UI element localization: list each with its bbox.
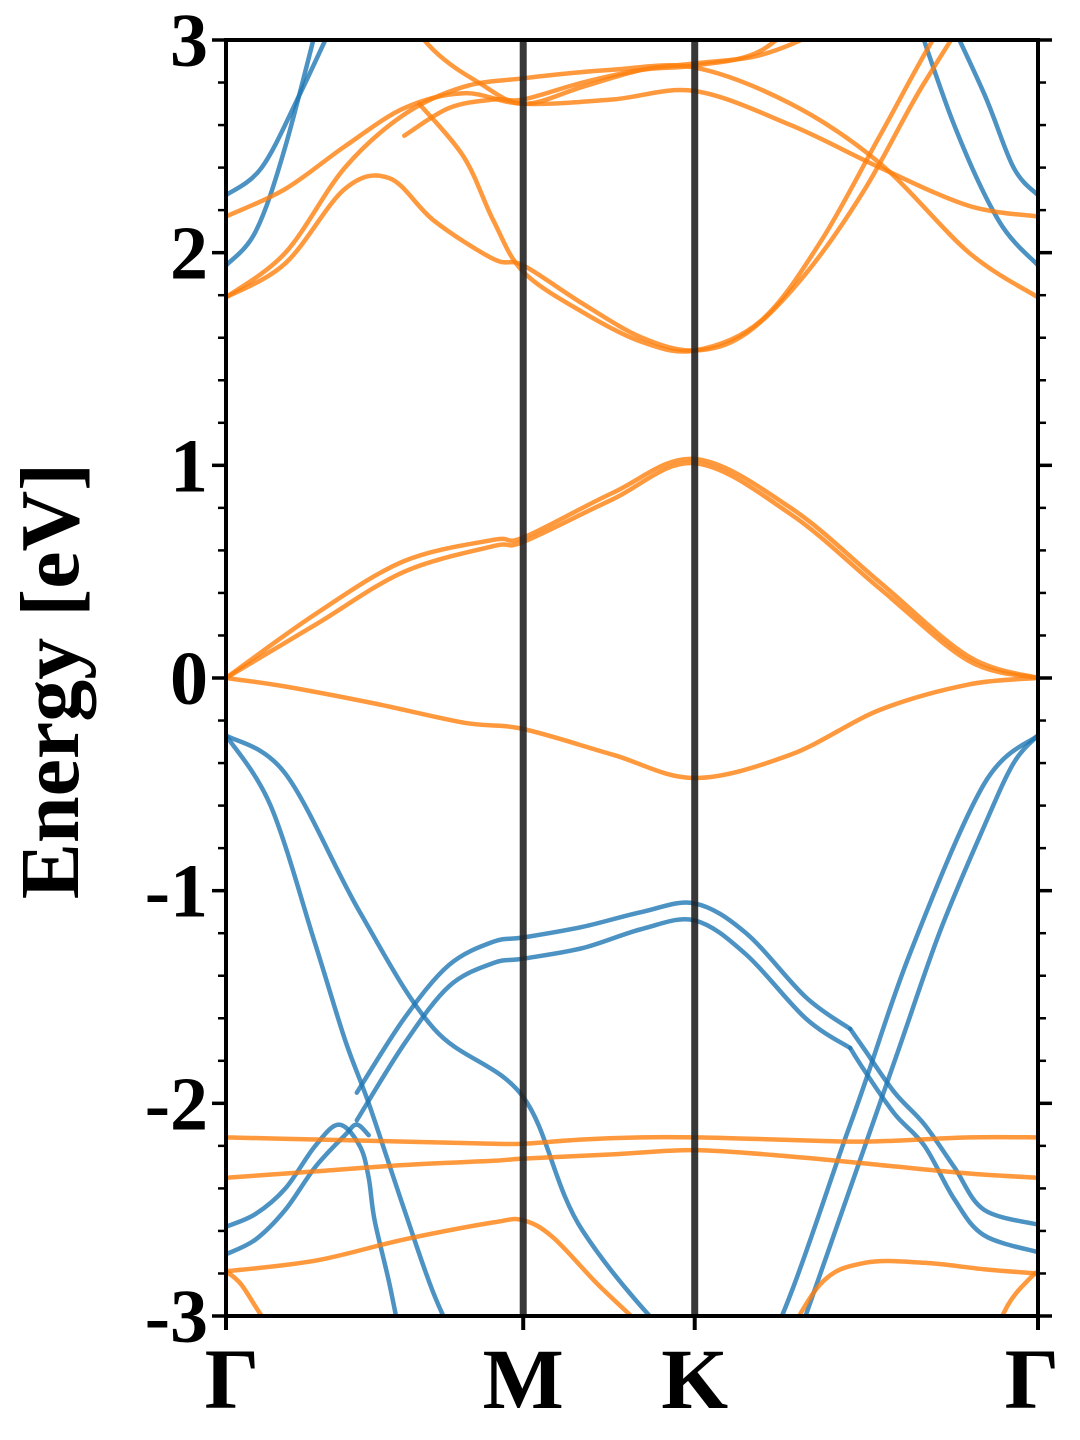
y-tick-label: 0 [170, 637, 208, 721]
band-line-blue-11 [226, 40, 316, 268]
x-tick-label-Γ: Γ [205, 1331, 260, 1427]
band-line-blue-4 [226, 1122, 399, 1316]
x-tick-label-Γ: Γ [1005, 1331, 1060, 1427]
x-tick-label-K: K [661, 1331, 728, 1427]
band-line-blue-1 [226, 733, 1038, 1316]
band-line-orange-23 [226, 40, 954, 353]
band-line-orange-26 [226, 63, 1038, 300]
band-line-blue-3 [803, 733, 1038, 1316]
band-line-orange-21 [796, 1258, 1038, 1316]
y-tick-label: 2 [170, 212, 208, 296]
band-line-blue-2 [226, 733, 446, 1316]
high-symmetry-lines [519, 40, 699, 1316]
x-tick-label-M: M [483, 1331, 564, 1427]
plot-frame [224, 38, 1040, 1318]
band-line-orange-18 [226, 1147, 1038, 1181]
band-line-orange-15 [226, 460, 1038, 681]
band-line-blue-8 [847, 1026, 1038, 1227]
band-line-orange-22 [999, 1269, 1038, 1316]
band-line-blue-5 [226, 1122, 371, 1257]
band-line-orange-16 [226, 675, 1038, 781]
band-line-orange-20 [226, 1269, 265, 1316]
band-line-orange-28 [402, 40, 780, 138]
band-line-blue-7 [354, 917, 853, 1123]
y-tick-label: 3 [170, 0, 208, 83]
band-line-blue-12 [956, 40, 1038, 198]
band-line-blue-6 [354, 900, 853, 1095]
band-line-orange-19 [226, 1216, 635, 1316]
y-tick-label: -3 [145, 1275, 208, 1359]
y-tick-label: -1 [145, 850, 208, 934]
y-ticks: -3 -2 -1 0 1 2 3 [145, 0, 1052, 1359]
band-line-blue-9 [847, 1045, 1038, 1255]
band-line-orange-14 [226, 456, 1038, 681]
band-line-blue-13 [921, 40, 1038, 268]
band-line-blue-10 [226, 40, 328, 198]
y-axis-label: Energy [eV] [4, 463, 97, 899]
y-tick-label: 1 [170, 424, 208, 508]
band-lines [226, 40, 1038, 1316]
band-line-orange-17 [226, 1134, 1038, 1147]
y-tick-label: -2 [145, 1062, 208, 1146]
